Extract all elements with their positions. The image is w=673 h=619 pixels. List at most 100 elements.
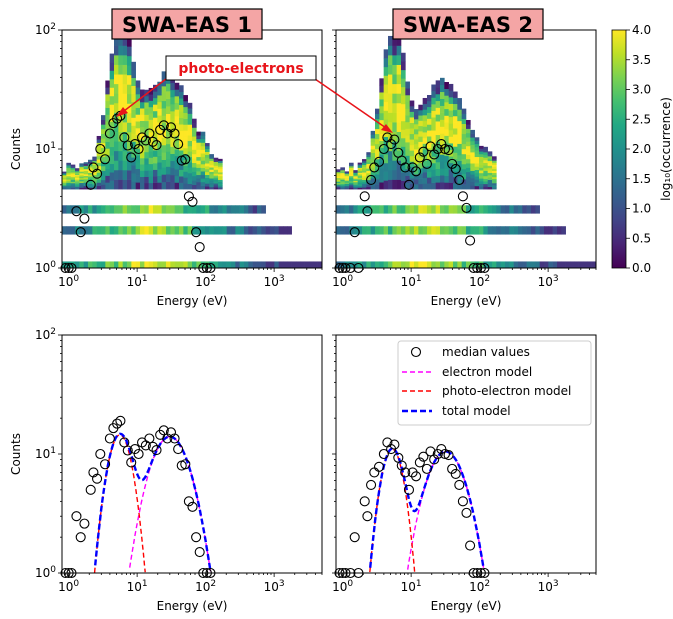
heatmap-cell (396, 74, 402, 85)
median-values (334, 437, 490, 579)
heatmap-cell (431, 176, 436, 183)
heatmap-cell (466, 128, 471, 134)
heatmap-cell (157, 148, 162, 156)
median-point (421, 158, 432, 169)
heatmap-cell (344, 180, 350, 182)
heatmap-cell (357, 164, 363, 167)
heatmap-cell (179, 150, 184, 157)
heatmap-cell (196, 261, 201, 268)
heatmap-cell (344, 171, 350, 173)
heatmap-cell (548, 226, 553, 235)
heatmap-cell (161, 205, 167, 214)
heatmap-cell (383, 205, 389, 214)
heatmap-cell (200, 149, 206, 154)
median-point (454, 479, 465, 490)
heatmap-cell (340, 182, 345, 184)
heatmap-cell (200, 146, 206, 150)
heatmap-cell (409, 106, 415, 112)
heatmap-cell (148, 113, 154, 120)
heatmap-cell (88, 159, 93, 162)
heatmap-cell (213, 171, 219, 174)
heatmap-cell (388, 141, 393, 152)
heatmap-cell (414, 169, 419, 175)
heatmap-cell (522, 261, 527, 268)
heatmap-cell (366, 154, 371, 158)
heatmap-cell (179, 130, 184, 138)
heatmap-cell (153, 97, 158, 105)
heatmap-cell (187, 145, 193, 152)
heatmap-cell (440, 105, 445, 113)
heatmap-cell (70, 261, 76, 268)
heatmap-cell (83, 168, 89, 171)
heatmap-cell (392, 160, 397, 171)
heatmap-cell (470, 144, 475, 149)
heatmap-cell (444, 128, 449, 136)
heatmap-cell (75, 181, 80, 183)
heatmap-cell (392, 102, 397, 113)
heatmap-cell (470, 261, 475, 268)
heatmap-cell (383, 110, 389, 120)
heatmap-cell (83, 185, 89, 188)
heatmap-cell (62, 171, 67, 173)
heatmap-cell (362, 185, 367, 188)
heatmap-cell (366, 159, 371, 162)
median-point (173, 444, 184, 455)
heatmap-cell (187, 135, 193, 141)
heatmap-cell (357, 184, 363, 187)
heatmap-cell (336, 174, 341, 176)
heatmap-cell (187, 226, 193, 235)
heatmap-cell (362, 179, 367, 182)
heatmap-cell (457, 149, 462, 156)
heatmap-cell (135, 261, 141, 268)
heatmap-cell (435, 175, 441, 183)
x-tick-label: 103 (538, 274, 559, 289)
heatmap-cell (375, 153, 380, 160)
heatmap-cell (396, 226, 402, 235)
heatmap-cell (509, 205, 514, 214)
heatmap-cell (144, 158, 149, 165)
heatmap-cell (105, 226, 110, 235)
panel-title-2: SWA-EAS 2 (403, 13, 533, 37)
heatmap-cell (170, 174, 175, 183)
heatmap-cell (244, 226, 249, 235)
heatmap-cell (362, 174, 367, 177)
heatmap-cell (552, 261, 558, 268)
heatmap-cell (431, 117, 436, 125)
heatmap-cell (366, 163, 371, 167)
heatmap-cell (179, 176, 184, 183)
heatmap-cell (170, 261, 175, 268)
heatmap-cell (96, 139, 102, 143)
heatmap-cell (278, 261, 284, 268)
heatmap-cell (401, 163, 406, 173)
heatmap-cell (114, 141, 119, 152)
heatmap-cell (118, 74, 123, 85)
heatmap-cell (375, 158, 380, 165)
heatmap-cell (135, 155, 141, 163)
median-point (400, 162, 411, 173)
heatmap-cell (118, 55, 123, 65)
heatmap-cell (157, 168, 162, 177)
heatmap-cell (366, 172, 371, 176)
heatmap-cell (105, 141, 110, 149)
heatmap-cell (453, 97, 458, 105)
median-point (407, 162, 418, 173)
heatmap-cell (135, 100, 141, 108)
heatmap-cell (427, 165, 432, 172)
heatmap-cell (66, 179, 71, 182)
heatmap-cell (479, 148, 484, 152)
heatmap-cell (144, 226, 149, 235)
heatmap-cell (166, 151, 171, 160)
heatmap-cell (370, 205, 376, 214)
heatmap-cell (70, 205, 76, 214)
heatmap-cell (161, 144, 167, 153)
heatmap-cell (135, 168, 141, 176)
heatmap-cell (427, 106, 432, 113)
heatmap-cell (166, 136, 171, 145)
heatmap-cell (492, 160, 497, 163)
heatmap-cell (109, 78, 115, 88)
heatmap-cell (109, 146, 115, 156)
median-point (133, 448, 144, 460)
heatmap-cell (235, 261, 240, 268)
heatmap-cell (388, 93, 393, 104)
